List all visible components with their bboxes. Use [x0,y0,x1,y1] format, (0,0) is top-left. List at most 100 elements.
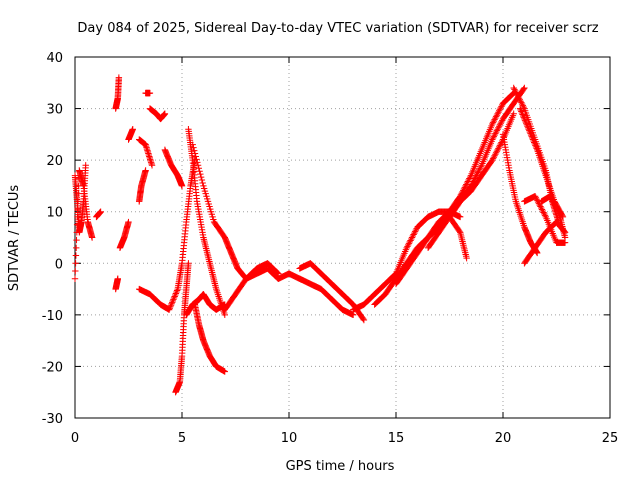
data-point [489,136,496,143]
data-point [517,98,524,105]
data-point [406,238,413,246]
data-point [82,162,89,169]
data-point [531,140,538,148]
data-point [142,167,149,174]
data-point [472,173,479,181]
data-point [534,197,541,204]
data-point [516,96,524,103]
series-track-e [116,218,132,252]
data-point [521,115,528,123]
data-point [538,206,546,213]
data-point [494,110,501,117]
data-point [514,92,521,99]
data-point [527,130,534,137]
series-track-s [285,270,357,319]
data-point [532,142,539,149]
data-point [534,249,541,257]
data-point [492,113,500,120]
data-point [73,236,80,244]
data-point [492,151,499,158]
data-point [178,182,186,190]
data-point [460,185,468,193]
series-track-d [112,275,121,293]
data-point [466,173,474,181]
data-point [515,93,522,100]
data-point [524,123,531,130]
data-point [511,86,518,93]
data-point [466,175,473,182]
data-point [88,234,96,241]
data-point [173,288,180,296]
series-track-o [191,301,228,375]
data-point [489,156,496,164]
data-point [512,89,520,96]
data-point [495,123,503,130]
x-tick-label: 25 [602,431,619,446]
data-point [534,198,542,206]
data-point [359,315,367,323]
data-point [510,110,517,117]
data-point [489,119,497,126]
series-track-i [136,136,156,169]
data-point [525,126,532,133]
data-point [72,260,79,267]
data-point [190,144,197,151]
x-tick-label: 5 [178,431,186,446]
series-track-ae [521,193,569,246]
data-point [517,106,524,114]
data-point [497,104,504,112]
data-point [530,137,537,145]
data-point [513,90,520,98]
series-track-t [296,260,368,324]
data-point [519,111,526,118]
series-track-l [161,146,186,190]
data-point [497,140,504,148]
data-point [360,316,368,324]
data-point [195,165,203,172]
data-point [167,302,175,309]
data-point [473,170,481,178]
data-point [493,127,501,134]
data-point [72,267,79,275]
series-track-m [172,260,192,396]
data-point [508,91,516,98]
x-tick-label: 0 [71,431,79,446]
data-point [463,254,470,262]
data-point [475,167,482,175]
data-point [403,244,410,252]
data-point [538,204,545,212]
data-point [411,229,418,237]
data-point [495,107,503,114]
data-point [540,209,547,216]
data-point [73,244,80,252]
series-track-r [221,260,282,313]
data-point [461,184,468,191]
data-point [518,99,525,106]
data-point [173,287,181,294]
data-point [171,293,178,300]
data-point [490,153,498,161]
data-point [462,182,469,190]
data-point [198,176,206,184]
data-point [498,118,505,126]
x-tick-label: 20 [495,431,512,446]
data-point [489,134,497,142]
data-point [199,179,206,187]
data-point [528,133,535,140]
data-point [530,139,538,146]
data-point [114,275,121,282]
series-track-x [424,110,517,252]
data-point [489,120,496,128]
data-point [491,116,498,123]
data-point [456,228,463,235]
data-point [477,163,485,170]
data-point [458,190,465,197]
x-axis: 0 5 10 15 20 25 [71,57,618,446]
data-point [554,207,562,214]
y-tick-label: 40 [46,51,63,66]
data-point [496,106,504,113]
data-point [491,152,498,159]
data-point [196,167,203,175]
data-point [464,178,472,185]
data-point [532,194,540,201]
